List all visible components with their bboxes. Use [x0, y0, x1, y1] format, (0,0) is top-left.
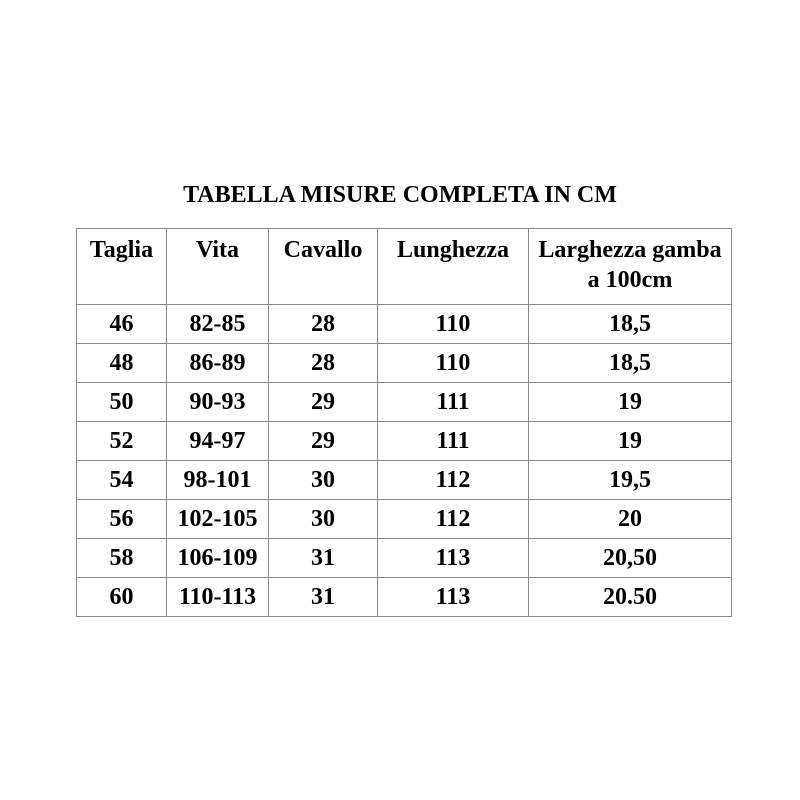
table-row: 58 106-109 31 113 20,50 [76, 538, 732, 578]
cell-cavallo: 30 [268, 499, 378, 539]
table-row: 52 94-97 29 111 19 [76, 421, 732, 461]
cell-lunghezza: 111 [377, 421, 529, 461]
cell-lunghezza: 110 [377, 343, 529, 383]
header-lunghezza: Lunghezza [377, 228, 529, 305]
cell-vita: 106-109 [166, 538, 269, 578]
cell-vita: 86-89 [166, 343, 269, 383]
cell-vita: 90-93 [166, 382, 269, 422]
cell-taglia: 46 [76, 304, 167, 344]
cell-lunghezza: 111 [377, 382, 529, 422]
header-larghezza: Larghezza gamba a 100cm [528, 228, 732, 305]
cell-cavallo: 31 [268, 577, 378, 617]
cell-vita: 102-105 [166, 499, 269, 539]
table-row: 56 102-105 30 112 20 [76, 499, 732, 539]
size-table: Taglia Vita Cavallo Lunghezza Larghezza … [76, 228, 732, 617]
cell-taglia: 52 [76, 421, 167, 461]
table-row: 50 90-93 29 111 19 [76, 382, 732, 422]
cell-cavallo: 29 [268, 421, 378, 461]
cell-cavallo: 29 [268, 382, 378, 422]
cell-vita: 94-97 [166, 421, 269, 461]
cell-cavallo: 28 [268, 343, 378, 383]
cell-taglia: 58 [76, 538, 167, 578]
cell-cavallo: 28 [268, 304, 378, 344]
cell-lunghezza: 110 [377, 304, 529, 344]
header-vita: Vita [166, 228, 269, 305]
cell-larghezza: 18,5 [528, 304, 732, 344]
cell-larghezza: 20,50 [528, 538, 732, 578]
cell-lunghezza: 113 [377, 538, 529, 578]
cell-taglia: 56 [76, 499, 167, 539]
table-title: TABELLA MISURE COMPLETA IN CM [183, 182, 617, 208]
cell-cavallo: 31 [268, 538, 378, 578]
cell-lunghezza: 113 [377, 577, 529, 617]
cell-vita: 98-101 [166, 460, 269, 500]
table-row: 60 110-113 31 113 20.50 [76, 577, 732, 617]
header-row: Taglia Vita Cavallo Lunghezza Larghezza … [76, 228, 732, 305]
cell-larghezza: 18,5 [528, 343, 732, 383]
cell-taglia: 60 [76, 577, 167, 617]
cell-lunghezza: 112 [377, 499, 529, 539]
header-cavallo: Cavallo [268, 228, 378, 305]
table-row: 54 98-101 30 112 19,5 [76, 460, 732, 500]
cell-larghezza: 19,5 [528, 460, 732, 500]
cell-taglia: 48 [76, 343, 167, 383]
cell-larghezza: 20 [528, 499, 732, 539]
cell-lunghezza: 112 [377, 460, 529, 500]
header-taglia: Taglia [76, 228, 167, 305]
cell-larghezza: 19 [528, 421, 732, 461]
cell-vita: 110-113 [166, 577, 269, 617]
cell-larghezza: 19 [528, 382, 732, 422]
cell-vita: 82-85 [166, 304, 269, 344]
table-row: 46 82-85 28 110 18,5 [76, 304, 732, 344]
cell-taglia: 54 [76, 460, 167, 500]
cell-cavallo: 30 [268, 460, 378, 500]
cell-taglia: 50 [76, 382, 167, 422]
cell-larghezza: 20.50 [528, 577, 732, 617]
table-row: 48 86-89 28 110 18,5 [76, 343, 732, 383]
